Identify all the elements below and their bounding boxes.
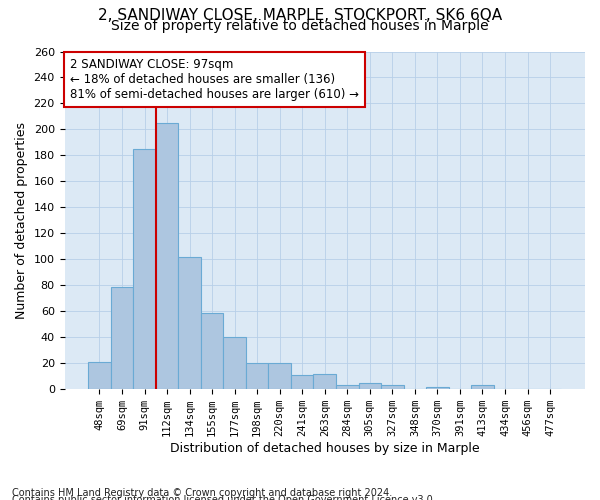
Text: 2, SANDIWAY CLOSE, MARPLE, STOCKPORT, SK6 6QA: 2, SANDIWAY CLOSE, MARPLE, STOCKPORT, SK… [98,8,502,22]
Bar [268,363,291,389]
Text: Size of property relative to detached houses in Marple: Size of property relative to detached ho… [111,19,489,33]
Bar [201,312,223,389]
Bar [223,338,246,389]
Bar [426,386,449,389]
Text: Contains public sector information licensed under the Open Government Licence v3: Contains public sector information licen… [12,495,436,500]
Bar [359,382,381,389]
Bar [156,123,178,389]
Bar [471,386,494,389]
Bar [381,386,404,389]
Text: 2 SANDIWAY CLOSE: 97sqm
← 18% of detached houses are smaller (136)
81% of semi-d: 2 SANDIWAY CLOSE: 97sqm ← 18% of detache… [70,58,359,102]
Bar [178,256,201,389]
Text: Contains HM Land Registry data © Crown copyright and database right 2024.: Contains HM Land Registry data © Crown c… [12,488,392,498]
Bar [313,374,336,389]
Bar [336,386,359,389]
Y-axis label: Number of detached properties: Number of detached properties [15,122,28,319]
Bar [88,362,111,389]
Bar [246,363,268,389]
Bar [291,375,313,389]
Bar [133,149,156,389]
Bar [111,286,133,389]
X-axis label: Distribution of detached houses by size in Marple: Distribution of detached houses by size … [170,442,479,455]
